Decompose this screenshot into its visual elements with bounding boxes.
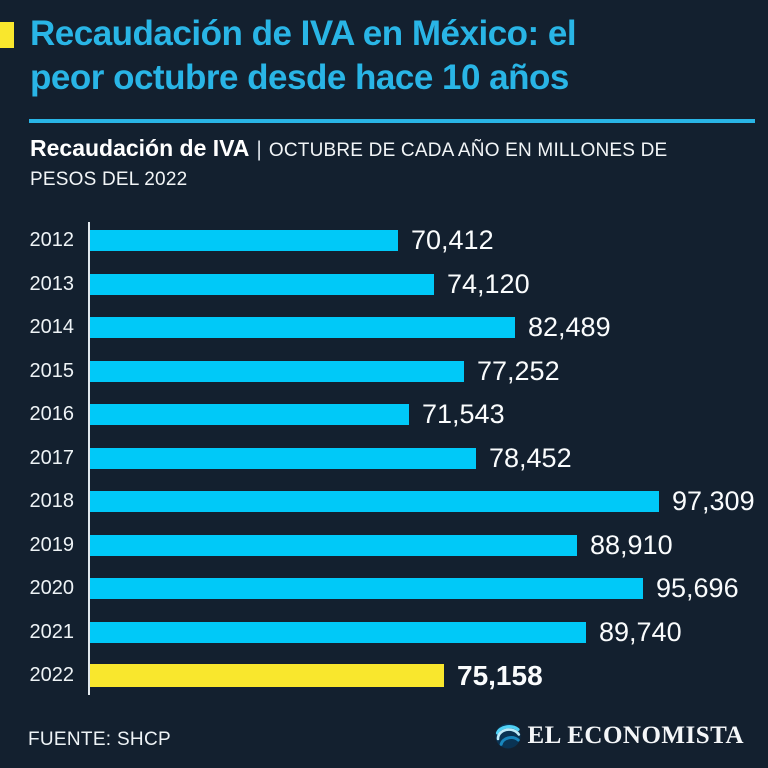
value-label: 89,740 (599, 616, 682, 647)
value-label: 82,489 (528, 312, 611, 343)
value-label: 88,910 (590, 529, 673, 560)
year-label: 2020 (29, 577, 75, 600)
value-label: 77,252 (477, 355, 560, 386)
year-label: 2021 (29, 620, 75, 643)
chart-row-2022: 2022 75,158 (0, 654, 768, 698)
subtitle-units-line1: OCTUBRE DE CADA AÑO EN MILLONES DE (268, 140, 668, 161)
subtitle-separator: | (256, 138, 262, 161)
year-label: 2018 (29, 490, 75, 513)
chart-row-2013: 2013 74,120 (0, 263, 768, 307)
chart-row-2019: 2019 88,910 (0, 524, 768, 568)
year-label: 2012 (29, 229, 75, 252)
bar-2015 (90, 360, 464, 382)
title-divider (29, 119, 755, 123)
value-label: 75,158 (457, 659, 543, 691)
value-label: 70,412 (411, 225, 494, 256)
bar-2018 (90, 491, 659, 513)
bar-chart: 2012 70,412 2013 74,120 2014 82,489 2015 77,252… (0, 219, 768, 698)
value-label: 97,309 (672, 486, 755, 517)
axis-line (88, 222, 90, 695)
brand-text: EL ECONOMISTA (527, 722, 744, 749)
chart-row-2012: 2012 70,412 (0, 219, 768, 263)
chart-row-2017: 2017 78,452 (0, 437, 768, 481)
year-label: 2014 (29, 316, 75, 339)
chart-row-2015: 2015 77,252 (0, 350, 768, 394)
year-label: 2015 (29, 359, 75, 382)
value-label: 95,696 (656, 573, 739, 604)
bar-2019 (90, 534, 577, 556)
chart-row-2014: 2014 82,489 (0, 306, 768, 350)
bar-2017 (90, 447, 476, 469)
header-accent-square (0, 22, 14, 48)
chart-row-2016: 2016 71,543 (0, 393, 768, 437)
bar-2013 (90, 273, 434, 295)
subtitle-units-line2: PESOS DEL 2022 (30, 169, 188, 190)
bar-2016 (90, 404, 409, 426)
el-economista-globe-icon (495, 723, 521, 749)
bar-2022 (90, 664, 444, 688)
page-title-line2: peor octubre desde hace 10 años (30, 58, 569, 97)
year-label: 2022 (29, 664, 75, 687)
bar-2020 (90, 578, 643, 600)
value-label: 74,120 (447, 268, 530, 299)
bar-2012 (90, 230, 398, 252)
page-title-line1: Recaudación de IVA en México: el (30, 14, 577, 53)
bar-2021 (90, 621, 586, 643)
year-label: 2013 (29, 272, 75, 295)
chart-subtitle: Recaudación de IVA | OCTUBRE DE CADA AÑO E… (30, 133, 756, 193)
page-title: Recaudación de IVA en México: el peor oc… (30, 12, 760, 100)
year-label: 2016 (29, 403, 75, 426)
chart-row-2018: 2018 97,309 (0, 480, 768, 524)
bar-2014 (90, 317, 515, 339)
chart-rows: 2012 70,412 2013 74,120 2014 82,489 2015 77,252… (0, 219, 768, 698)
brand-logo: EL ECONOMISTA (495, 722, 745, 750)
source-label: FUENTE: SHCP (28, 729, 171, 750)
chart-row-2020: 2020 95,696 (0, 567, 768, 611)
subtitle-bold: Recaudación de IVA (30, 135, 250, 161)
year-label: 2019 (29, 533, 75, 556)
chart-row-2021: 2021 89,740 (0, 611, 768, 655)
value-label: 78,452 (489, 442, 572, 473)
value-label: 71,543 (422, 399, 505, 430)
year-label: 2017 (29, 446, 75, 469)
